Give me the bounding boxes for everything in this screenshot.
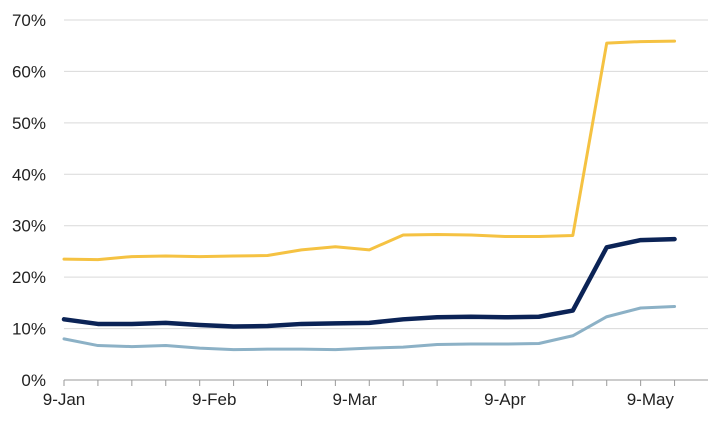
x-axis (63, 379, 708, 386)
y-tick-label: 20% (12, 268, 46, 287)
series-line-2 (61, 236, 677, 329)
y-tick-label: 10% (12, 320, 46, 339)
y-tick-label: 40% (12, 165, 46, 184)
y-axis-labels: 0% 10% 20% 30% 40% 50% 60% 70% (12, 11, 46, 390)
y-tick-label: 70% (12, 11, 46, 30)
y-tick-label: 0% (21, 371, 46, 390)
x-axis-labels: 9-Jan 9-Feb 9-Mar 9-Apr 9-May (43, 390, 675, 409)
gridlines (64, 19, 708, 330)
x-tick-label: 9-Mar (333, 390, 378, 409)
series-lines (61, 39, 677, 352)
x-tick-label: 9-Feb (192, 390, 236, 409)
y-tick-label: 30% (12, 217, 46, 236)
x-tick-label: 9-May (627, 390, 675, 409)
y-tick-label: 60% (12, 62, 46, 81)
y-tick-label: 50% (12, 114, 46, 133)
series-line-3 (62, 304, 677, 352)
x-tick-label: 9-Jan (43, 390, 86, 409)
x-tick-label: 9-Apr (484, 390, 526, 409)
series-line-1 (62, 39, 677, 262)
